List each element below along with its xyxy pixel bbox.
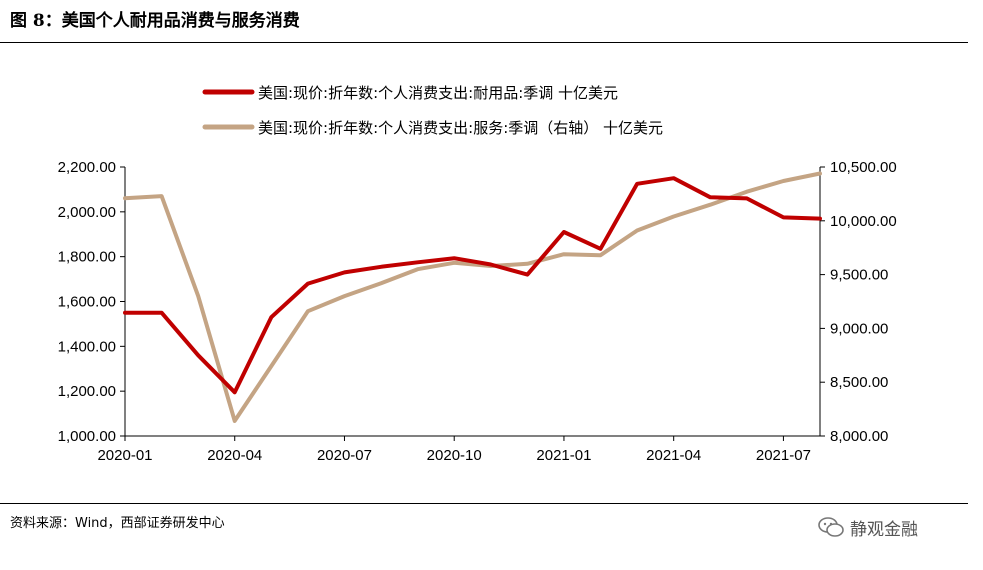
right-tick-label: 9,500.00 [830,267,888,284]
chart-title: 图 8：美国个人耐用品消费与服务消费 [10,11,300,31]
legend-label-services: 美国:现价:折年数:个人消费支出:服务:季调（右轴） 十亿美元 [258,119,663,137]
x-tick-label: 2021-07 [756,447,811,464]
bottom-divider [0,503,968,504]
x-tick-label: 2020-04 [207,447,262,464]
left-tick-label: 1,400.00 [58,338,116,355]
left-tick-label: 2,200.00 [58,159,116,176]
top-divider [0,42,968,43]
durables-series-line [123,176,822,395]
line-chart: 美国:现价:折年数:个人消费支出:耐用品:季调 十亿美元美国:现价:折年数:个人… [58,84,897,464]
source-note: 资料来源：Wind，西部证券研发中心 [10,516,225,531]
right-tick-label: 8,500.00 [830,374,888,391]
watermark: 静观金融 [818,512,918,542]
x-tick-label: 2020-10 [427,447,482,464]
right-tick-label: 8,000.00 [830,428,888,445]
wechat-icon [818,517,844,537]
x-tick-label: 2020-01 [97,447,152,464]
watermark-text: 静观金融 [850,519,918,540]
left-tick-label: 2,000.00 [58,204,116,221]
right-tick-label: 10,000.00 [830,213,897,230]
left-tick-label: 1,000.00 [58,428,116,445]
x-tick-label: 2021-01 [536,447,591,464]
legend: 美国:现价:折年数:个人消费支出:耐用品:季调 十亿美元美国:现价:折年数:个人… [202,84,663,137]
x-tick-label: 2021-04 [646,447,701,464]
right-tick-label: 9,000.00 [830,320,888,337]
left-tick-label: 1,600.00 [58,294,116,311]
axes: 1,000.00 1,200.00 1,400.00 1,600.00 1,800.00… [58,159,897,464]
x-tick-label: 2020-07 [317,447,372,464]
right-tick-label: 10,500.00 [830,159,897,176]
services-series-line [123,171,822,423]
left-tick-label: 1,200.00 [58,383,116,400]
series-lines [123,171,822,423]
legend-label-durables: 美国:现价:折年数:个人消费支出:耐用品:季调 十亿美元 [258,84,618,102]
left-tick-label: 1,800.00 [58,249,116,266]
